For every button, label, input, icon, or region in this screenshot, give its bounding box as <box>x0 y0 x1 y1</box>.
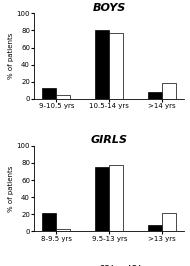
Title: GIRLS: GIRLS <box>91 135 128 145</box>
Bar <box>109 33 123 99</box>
Bar <box>42 213 56 231</box>
Y-axis label: % of patients: % of patients <box>8 165 14 212</box>
Bar <box>148 225 162 231</box>
Bar <box>56 94 70 99</box>
Bar <box>162 84 176 99</box>
Title: BOYS: BOYS <box>93 2 126 13</box>
Bar <box>42 88 56 99</box>
Bar <box>109 165 123 231</box>
Bar <box>95 167 109 231</box>
Bar <box>56 229 70 231</box>
Legend: SGA, AGA: SGA, AGA <box>88 262 146 266</box>
Bar <box>95 30 109 99</box>
Y-axis label: % of patients: % of patients <box>8 33 14 79</box>
Bar <box>148 92 162 99</box>
Bar <box>162 213 176 231</box>
